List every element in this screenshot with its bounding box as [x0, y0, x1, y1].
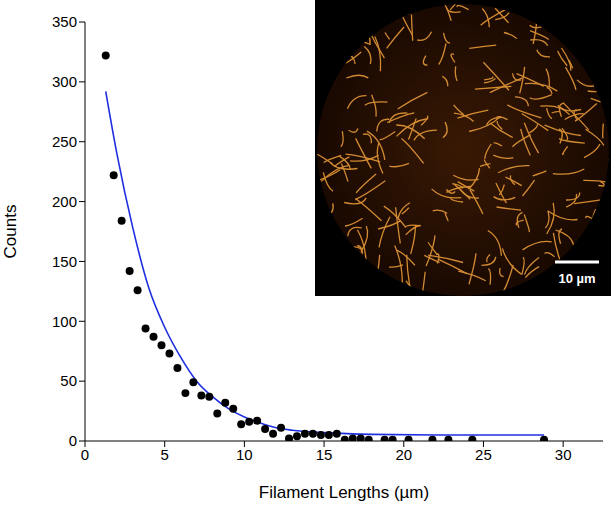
svg-text:15: 15 [316, 446, 333, 463]
svg-text:350: 350 [52, 13, 77, 30]
svg-text:10: 10 [236, 446, 253, 463]
svg-text:30: 30 [555, 446, 572, 463]
svg-text:150: 150 [52, 253, 77, 270]
svg-text:200: 200 [52, 193, 77, 210]
svg-text:0: 0 [69, 432, 77, 449]
svg-text:20: 20 [395, 446, 412, 463]
svg-text:5: 5 [161, 446, 169, 463]
svg-text:250: 250 [52, 133, 77, 150]
svg-text:0: 0 [81, 446, 89, 463]
svg-text:50: 50 [60, 372, 77, 389]
svg-text:25: 25 [475, 446, 492, 463]
svg-text:Filament Lengths (µm): Filament Lengths (µm) [259, 483, 429, 502]
svg-text:300: 300 [52, 73, 77, 90]
svg-text:Counts: Counts [1, 205, 20, 259]
svg-text:10 µm: 10 µm [558, 271, 595, 286]
svg-text:100: 100 [52, 313, 77, 330]
